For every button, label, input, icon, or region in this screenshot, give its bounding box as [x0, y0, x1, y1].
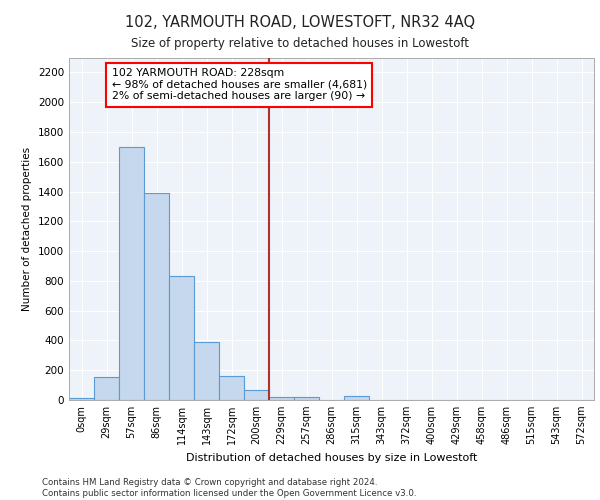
Bar: [69, 398, 94, 400]
Bar: [219, 376, 244, 400]
Bar: [344, 396, 369, 400]
Bar: [169, 276, 194, 400]
Bar: [194, 342, 219, 400]
Y-axis label: Number of detached properties: Number of detached properties: [22, 146, 32, 311]
Bar: [119, 147, 144, 400]
Text: 102, YARMOUTH ROAD, LOWESTOFT, NR32 4AQ: 102, YARMOUTH ROAD, LOWESTOFT, NR32 4AQ: [125, 15, 475, 30]
Text: Contains HM Land Registry data © Crown copyright and database right 2024.
Contai: Contains HM Land Registry data © Crown c…: [42, 478, 416, 498]
Bar: [269, 397, 294, 400]
Bar: [144, 193, 169, 400]
Bar: [294, 397, 319, 400]
Bar: [244, 390, 269, 400]
Text: 102 YARMOUTH ROAD: 228sqm
← 98% of detached houses are smaller (4,681)
2% of sem: 102 YARMOUTH ROAD: 228sqm ← 98% of detac…: [112, 68, 367, 101]
Bar: [94, 377, 119, 400]
Text: Size of property relative to detached houses in Lowestoft: Size of property relative to detached ho…: [131, 38, 469, 51]
X-axis label: Distribution of detached houses by size in Lowestoft: Distribution of detached houses by size …: [186, 452, 477, 462]
